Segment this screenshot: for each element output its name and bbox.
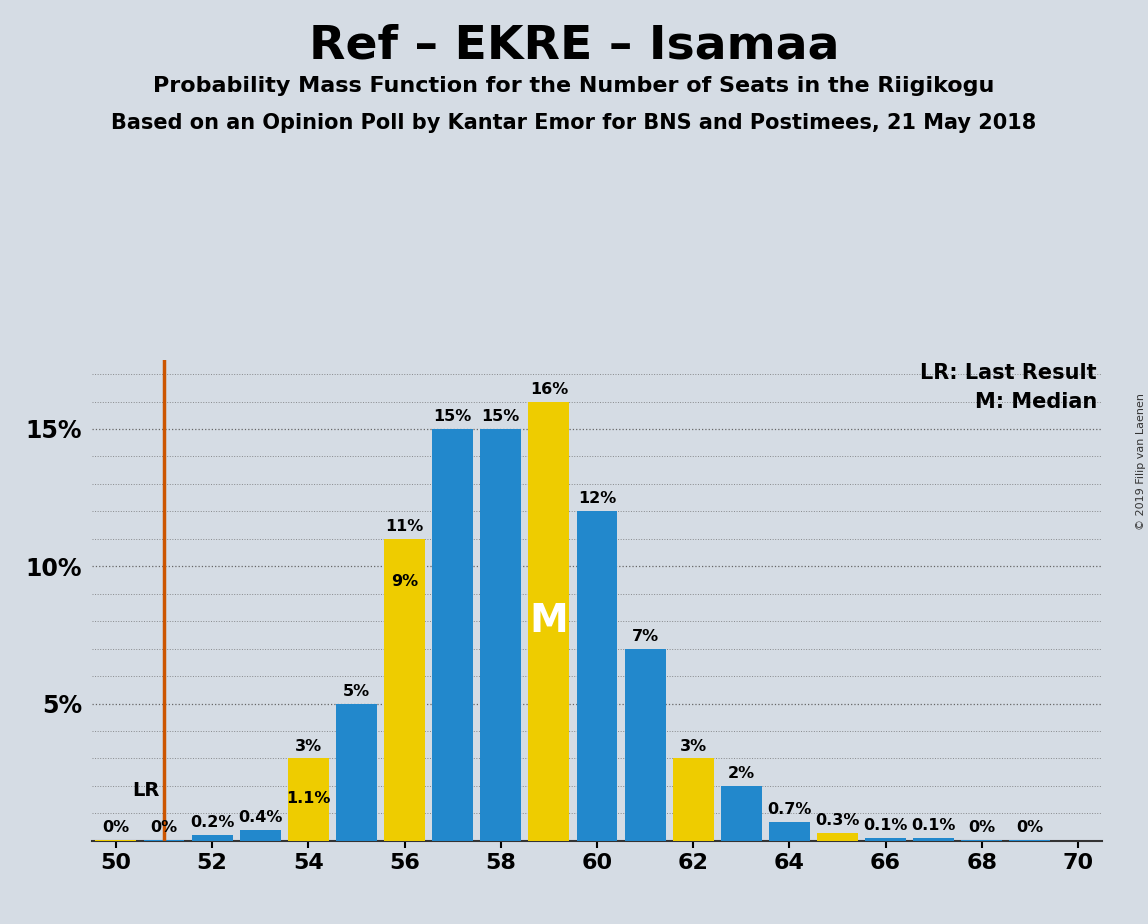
Text: 15%: 15%	[434, 409, 472, 424]
Text: © 2019 Filip van Laenen: © 2019 Filip van Laenen	[1135, 394, 1146, 530]
Text: 12%: 12%	[577, 492, 616, 506]
Bar	[625, 649, 666, 841]
Bar	[95, 840, 137, 841]
Text: 9%: 9%	[391, 574, 418, 589]
Text: 3%: 3%	[295, 738, 321, 754]
Bar	[576, 511, 618, 841]
Bar	[817, 833, 858, 841]
Text: 0.1%: 0.1%	[863, 818, 908, 833]
Text: 0.2%: 0.2%	[189, 815, 234, 831]
Text: 0.3%: 0.3%	[815, 813, 860, 828]
Text: 7%: 7%	[631, 628, 659, 644]
Bar	[288, 759, 328, 841]
Text: 0.1%: 0.1%	[912, 818, 956, 833]
Text: 0%: 0%	[968, 820, 995, 834]
Text: LR: LR	[132, 781, 160, 799]
Text: Probability Mass Function for the Number of Seats in the Riigikogu: Probability Mass Function for the Number…	[154, 76, 994, 96]
Text: 0%: 0%	[150, 820, 178, 834]
Text: M: M	[529, 602, 568, 640]
Bar	[961, 840, 1002, 841]
Bar	[528, 402, 569, 841]
Text: 11%: 11%	[386, 519, 424, 534]
Bar	[336, 703, 377, 841]
Bar	[240, 830, 280, 841]
Bar	[385, 594, 425, 841]
Bar	[480, 429, 521, 841]
Text: 16%: 16%	[529, 382, 568, 396]
Bar	[144, 840, 185, 841]
Bar	[914, 838, 954, 841]
Text: 5%: 5%	[343, 684, 370, 699]
Text: 1.1%: 1.1%	[286, 791, 331, 806]
Bar	[673, 759, 714, 841]
Text: 0.7%: 0.7%	[767, 802, 812, 817]
Text: 2%: 2%	[728, 766, 755, 781]
Text: 0.4%: 0.4%	[238, 810, 282, 825]
Bar	[866, 838, 906, 841]
Bar	[385, 539, 425, 841]
Bar	[432, 429, 473, 841]
Text: 3%: 3%	[680, 738, 707, 754]
Bar	[769, 821, 809, 841]
Bar	[721, 786, 762, 841]
Text: M: Median: M: Median	[975, 392, 1097, 411]
Bar	[288, 810, 328, 841]
Text: LR: Last Result: LR: Last Result	[921, 363, 1097, 383]
Text: 0%: 0%	[102, 820, 130, 834]
Text: Based on an Opinion Poll by Kantar Emor for BNS and Postimees, 21 May 2018: Based on an Opinion Poll by Kantar Emor …	[111, 113, 1037, 133]
Bar	[192, 835, 233, 841]
Bar	[1009, 840, 1050, 841]
Text: 15%: 15%	[482, 409, 520, 424]
Text: 0%: 0%	[1016, 820, 1044, 834]
Text: Ref – EKRE – Isamaa: Ref – EKRE – Isamaa	[309, 23, 839, 68]
